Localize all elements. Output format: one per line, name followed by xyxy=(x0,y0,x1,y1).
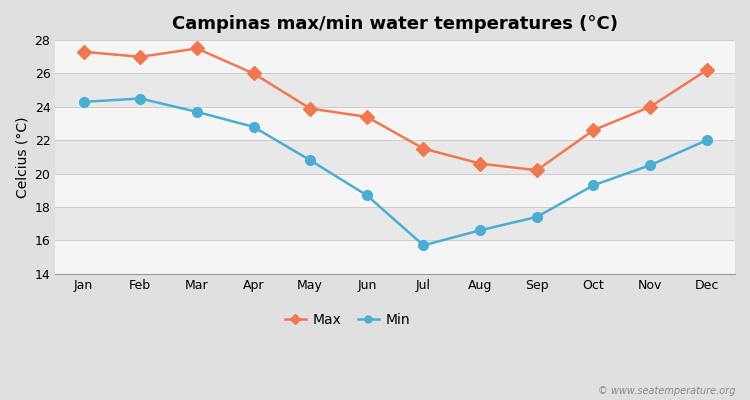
Max xyxy=(702,68,711,72)
Title: Campinas max/min water temperatures (°C): Campinas max/min water temperatures (°C) xyxy=(172,15,618,33)
Max xyxy=(362,114,371,119)
Max xyxy=(249,71,258,76)
Bar xyxy=(56,240,735,274)
Max xyxy=(646,104,655,109)
Min xyxy=(476,228,484,233)
Legend: Max, Min: Max, Min xyxy=(279,307,416,332)
Min xyxy=(702,138,711,143)
Bar xyxy=(56,107,735,140)
Bar xyxy=(56,74,735,107)
Max xyxy=(79,49,88,54)
Max xyxy=(306,106,315,111)
Min xyxy=(646,163,655,168)
Max xyxy=(136,54,145,59)
Bar xyxy=(56,40,735,74)
Max xyxy=(589,128,598,133)
Min xyxy=(306,158,315,163)
Min xyxy=(193,110,202,114)
Min xyxy=(79,100,88,104)
Max xyxy=(193,46,202,51)
Bar xyxy=(56,140,735,174)
Min xyxy=(136,96,145,101)
Min xyxy=(249,124,258,129)
Max xyxy=(532,168,542,173)
Text: © www.seatemperature.org: © www.seatemperature.org xyxy=(598,386,735,396)
Y-axis label: Celcius (°C): Celcius (°C) xyxy=(15,116,29,198)
Max xyxy=(476,161,484,166)
Min xyxy=(532,214,542,219)
Bar xyxy=(56,174,735,207)
Min xyxy=(419,243,428,248)
Line: Min: Min xyxy=(79,94,712,250)
Min xyxy=(589,183,598,188)
Min xyxy=(362,193,371,198)
Bar xyxy=(56,207,735,240)
Max xyxy=(419,146,428,151)
Line: Max: Max xyxy=(79,44,712,175)
